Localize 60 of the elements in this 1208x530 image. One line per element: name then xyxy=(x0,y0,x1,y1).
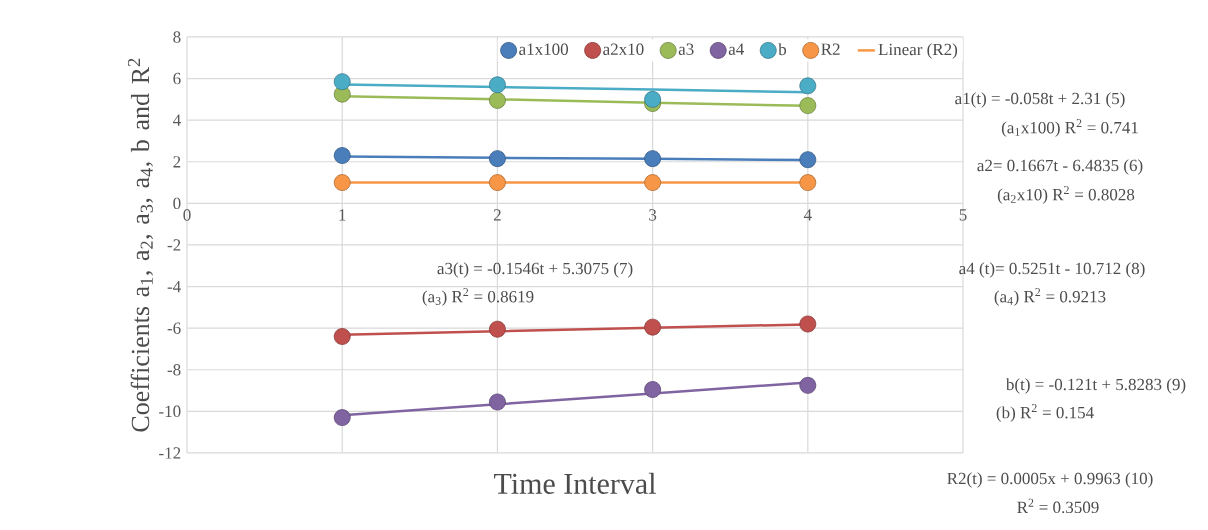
point xyxy=(333,174,351,191)
x-tick-label: 1 xyxy=(339,209,346,221)
point xyxy=(489,76,506,94)
point xyxy=(489,150,506,168)
point xyxy=(333,147,351,164)
annotation: a3(t) = -0.1546t + 5.3075 (7) xyxy=(437,262,633,278)
point xyxy=(799,97,817,115)
legend-label: b xyxy=(778,43,787,56)
text: R2(t) = 0.0005x + 0.9963 (10) xyxy=(947,472,1153,488)
point xyxy=(799,151,817,169)
x-tick-label: 0 xyxy=(183,209,191,221)
y-tick-label: -8 xyxy=(167,364,181,376)
annotation: a1(t) = -0.058t + 2.31 (5) xyxy=(955,92,1125,108)
y-tick-label: 0 xyxy=(173,197,181,210)
legend-label: a2x10 xyxy=(603,43,644,55)
y-tick-label: -2 xyxy=(167,239,181,251)
point xyxy=(799,77,817,95)
point xyxy=(489,320,506,338)
text: (b) R$^{2}$ = 0.154 xyxy=(996,404,1094,422)
point xyxy=(489,174,506,191)
point xyxy=(333,328,351,345)
x-tick-label: 2 xyxy=(493,209,501,221)
text: (a$_{4}$) R$^{2}$ = 0.9213 xyxy=(994,288,1106,306)
legend-label: a3 xyxy=(678,43,694,55)
point xyxy=(799,376,817,394)
point xyxy=(333,409,351,427)
point xyxy=(799,174,817,191)
annotation: a4 (t)= 0.5251t - 10.712 (8) xyxy=(959,262,1145,278)
point xyxy=(644,90,662,108)
y-tick-label: -12 xyxy=(159,447,181,459)
text: b(t) = -0.121t + 5.8283 (9) xyxy=(1005,378,1186,394)
legend-label: R2 xyxy=(821,43,840,55)
y-tick-label: 4 xyxy=(172,114,181,126)
text: R$^{2}$ = 0.3509 xyxy=(1017,498,1099,514)
point xyxy=(644,318,662,336)
legend-label: a1x100 xyxy=(519,43,569,55)
y-tick-label: -6 xyxy=(167,322,181,334)
x-axis-title: Time Interval xyxy=(494,472,656,494)
y-tick-label: -10 xyxy=(159,405,181,418)
legend-label: a4 xyxy=(728,43,744,55)
annotation: (a$_{3}$) R$^{2}$ = 0.8619 xyxy=(422,288,534,306)
point xyxy=(644,381,662,398)
x-tick-label: 4 xyxy=(803,209,812,221)
text: a2= 0.1667t - 6.4835 (6) xyxy=(977,159,1143,175)
text: (a$_{1}$x100) R$^{2}$ = 0.741 xyxy=(1001,119,1138,137)
point xyxy=(333,73,351,91)
point xyxy=(489,92,506,109)
point xyxy=(644,174,662,191)
y-tick-label: 8 xyxy=(173,31,181,43)
text: (a$_{2}$x10) R$^{2}$ = 0.8028 xyxy=(997,186,1135,204)
y-tick-label: 2 xyxy=(173,156,181,168)
y-tick-label: 6 xyxy=(173,72,181,85)
point xyxy=(489,393,506,411)
y-tick-label: -4 xyxy=(167,280,181,293)
x-tick-label: 3 xyxy=(649,209,657,221)
text: Coefficients a$_{1}$, a$_{2}$, a$_{3}$, a$_{4}$, b and R$^{2}$ xyxy=(127,58,153,432)
point xyxy=(644,150,662,168)
point xyxy=(799,315,817,333)
legend-label: Linear (R2) xyxy=(878,43,958,59)
x-tick-label: 5 xyxy=(959,209,967,221)
